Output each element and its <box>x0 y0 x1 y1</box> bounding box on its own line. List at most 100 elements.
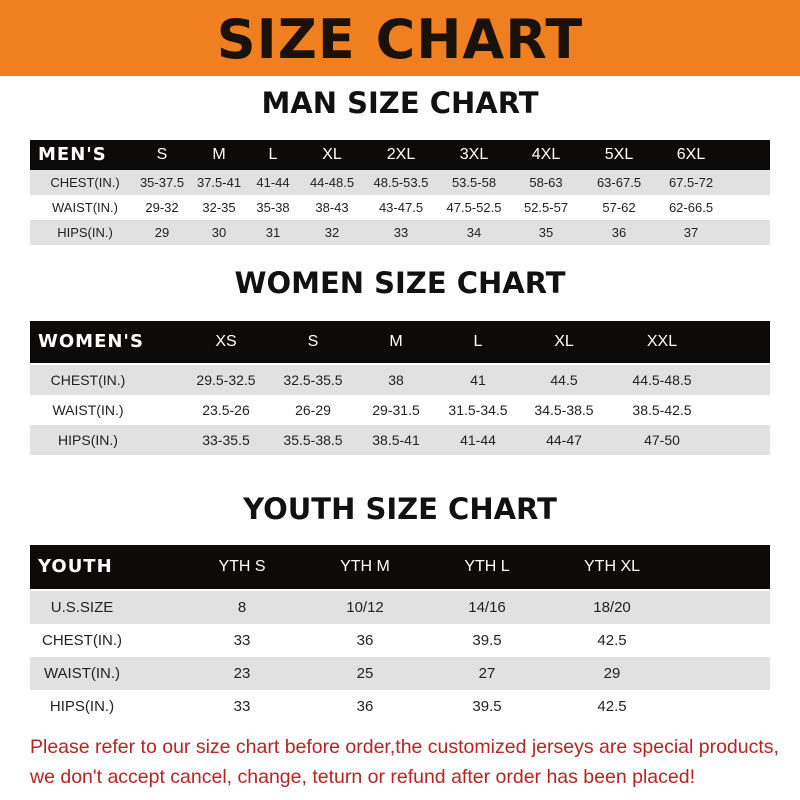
size-header-cell: 2XL <box>386 146 416 163</box>
table-cell: 32 <box>324 225 340 240</box>
men-section-title: MAN SIZE CHART <box>261 86 539 120</box>
table-cell: 32.5-35.5 <box>283 372 343 388</box>
size-header-cell: S <box>156 146 168 163</box>
table-cell: 52.5-57 <box>523 200 569 215</box>
table-cell: 32-35 <box>202 200 236 215</box>
table-cell: 44.5-48.5 <box>632 372 692 388</box>
table-cell: 35-37.5 <box>139 175 185 190</box>
table-cell: 35-38 <box>256 200 290 215</box>
table-cell: 41 <box>470 372 486 388</box>
size-header-cell: XS <box>215 333 237 350</box>
table-cell: 58-63 <box>529 175 563 190</box>
table-row: WAIST(IN.) 29-32 32-35 35-38 38-43 43-47.5 47.… <box>30 195 770 220</box>
table-cell: 37 <box>683 225 699 240</box>
row-label: HIPS(IN.) <box>58 432 118 448</box>
table-cell: 27 <box>478 665 496 682</box>
table-cell: 33 <box>393 225 409 240</box>
size-header-cell: XL <box>554 333 574 350</box>
table-cell: 36 <box>356 632 374 649</box>
row-label: WAIST(IN.) <box>52 200 118 215</box>
table-cell: 31.5-34.5 <box>448 402 508 418</box>
table-cell: 38.5-41 <box>372 432 420 448</box>
table-cell: 23 <box>233 665 251 682</box>
size-header-cell: 6XL <box>676 146 706 163</box>
table-row: WAIST(IN.) 23 25 27 29 <box>30 657 770 690</box>
table-cell: 14/16 <box>468 599 506 616</box>
size-header-cell: L <box>268 146 278 163</box>
table-cell: 44-48.5 <box>309 175 355 190</box>
table-cell: 35.5-38.5 <box>283 432 343 448</box>
page-title: SIZE CHART <box>216 8 584 71</box>
table-cell: 25 <box>356 665 374 682</box>
table-cell: 36 <box>611 225 627 240</box>
table-title-cell: WOMEN'S <box>38 331 144 352</box>
notice-line-2: we don't accept cancel, change, teturn o… <box>30 766 695 788</box>
table-cell: 43-47.5 <box>378 200 424 215</box>
size-header-cell: 3XL <box>459 146 489 163</box>
table-cell: 26-29 <box>295 402 331 418</box>
size-header-cell: S <box>307 333 319 350</box>
row-label: WAIST(IN.) <box>43 665 121 682</box>
table-cell: 44-47 <box>546 432 582 448</box>
table-cell: 63-67.5 <box>596 175 642 190</box>
size-header-cell: M <box>212 146 226 163</box>
table-cell: 10/12 <box>346 599 384 616</box>
size-header-cell: L <box>473 333 483 350</box>
table-cell: 47.5-52.5 <box>446 200 502 215</box>
table-cell: 41-44 <box>256 175 290 190</box>
table-cell: 33-35.5 <box>202 432 250 448</box>
size-header-cell: XL <box>322 146 342 163</box>
table-cell: 44.5 <box>550 372 578 388</box>
table-title-cell: YOUTH <box>38 556 113 577</box>
title-banner: SIZE CHART <box>0 0 800 76</box>
table-title-cell: MEN'S <box>38 144 107 165</box>
size-header-cell: YTH M <box>340 558 390 575</box>
size-header-cell: 5XL <box>604 146 634 163</box>
youth-section-title: YOUTH SIZE CHART <box>243 492 557 526</box>
table-cell: 29 <box>603 665 621 682</box>
row-label: U.S.SIZE <box>50 599 114 616</box>
table-cell: 67.5-72 <box>668 175 714 190</box>
row-label: CHEST(IN.) <box>42 632 122 649</box>
table-cell: 37.5-41 <box>196 175 242 190</box>
table-row: CHEST(IN.) 33 36 39.5 42.5 <box>30 624 770 657</box>
row-label: HIPS(IN.) <box>49 698 115 715</box>
notice-line-1: Please refer to our size chart before or… <box>30 736 779 758</box>
row-label: WAIST(IN.) <box>52 402 124 418</box>
table-cell: 34.5-38.5 <box>534 402 594 418</box>
table-cell: 33 <box>233 632 251 649</box>
table-cell: 39.5 <box>472 698 502 715</box>
table-cell: 31 <box>265 225 281 240</box>
size-header-cell: YTH L <box>464 558 510 575</box>
table-cell: 42.5 <box>597 632 627 649</box>
size-header-cell: 4XL <box>531 146 561 163</box>
table-cell: 48.5-53.5 <box>373 175 429 190</box>
table-row: WAIST(IN.) 23.5-26 26-29 29-31.5 31.5-34.5 34… <box>30 395 770 425</box>
table-cell: 47-50 <box>644 432 680 448</box>
table-cell: 29-31.5 <box>372 402 420 418</box>
youth-header-row: YOUTH YTH S YTH M YTH L YTH XL <box>30 545 770 589</box>
table-cell: 33 <box>233 698 251 715</box>
row-label: HIPS(IN.) <box>57 225 113 240</box>
women-section-title: WOMEN SIZE CHART <box>234 266 566 300</box>
table-cell: 62-66.5 <box>668 200 714 215</box>
table-cell: 23.5-26 <box>202 402 250 418</box>
size-header-cell: XXL <box>646 333 678 350</box>
table-cell: 29 <box>154 225 170 240</box>
size-header-cell: YTH XL <box>583 558 641 575</box>
table-cell: 18/20 <box>593 599 631 616</box>
row-label: CHEST(IN.) <box>50 175 120 190</box>
size-header-cell: YTH S <box>218 558 266 575</box>
table-cell: 42.5 <box>597 698 627 715</box>
table-cell: 38-43 <box>315 200 349 215</box>
table-cell: 41-44 <box>460 432 496 448</box>
table-cell: 34 <box>466 225 482 240</box>
table-cell: 39.5 <box>472 632 502 649</box>
women-header-row: WOMEN'S XS S M L XL XXL <box>30 321 770 363</box>
table-cell: 29.5-32.5 <box>196 372 256 388</box>
table-cell: 53.5-58 <box>451 175 497 190</box>
table-cell: 38 <box>388 372 404 388</box>
table-row: CHEST(IN.) 29.5-32.5 32.5-35.5 38 41 44.5 44.5… <box>30 365 770 395</box>
table-cell: 57-62 <box>602 200 636 215</box>
table-cell: 35 <box>538 225 554 240</box>
